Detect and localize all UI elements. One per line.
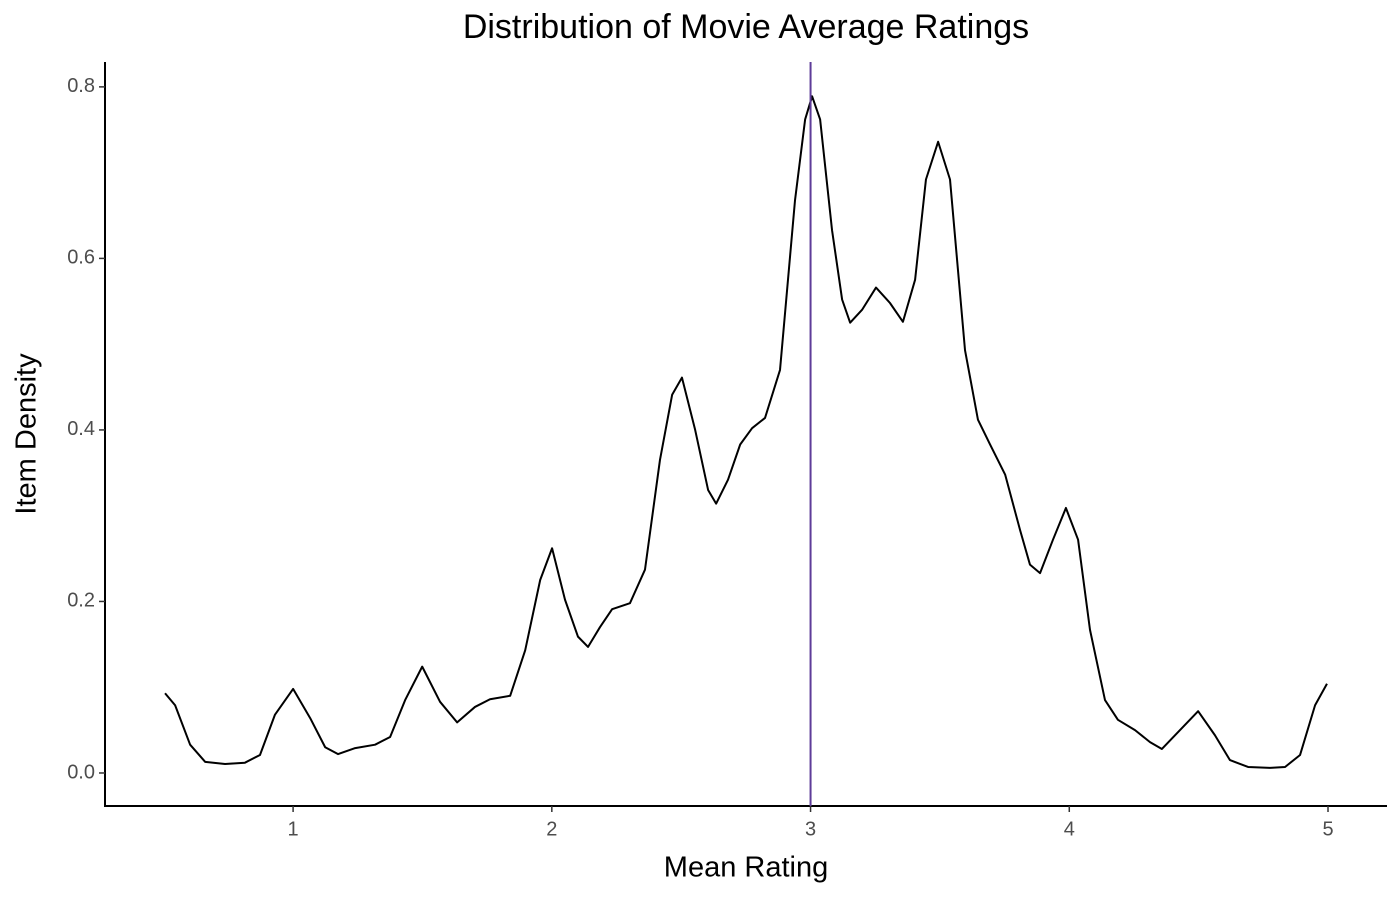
- y-tick-label: 0.0: [67, 761, 95, 783]
- x-tick-label: 5: [1322, 818, 1333, 840]
- y-tick-label: 0.8: [67, 75, 95, 97]
- y-axis-title: Item Density: [11, 353, 43, 515]
- density-line: [164, 95, 1328, 769]
- y-tick-label: 0.2: [67, 590, 95, 612]
- x-tick-label: 1: [288, 818, 299, 840]
- y-tick-label: 0.4: [67, 418, 95, 440]
- x-tick-label: 4: [1064, 818, 1075, 840]
- x-tick-label: 3: [805, 818, 816, 840]
- x-axis-title: Mean Rating: [664, 852, 828, 884]
- x-tick-label: 2: [546, 818, 557, 840]
- chart-title: Distribution of Movie Average Ratings: [463, 8, 1029, 46]
- y-tick-label: 0.6: [67, 247, 95, 269]
